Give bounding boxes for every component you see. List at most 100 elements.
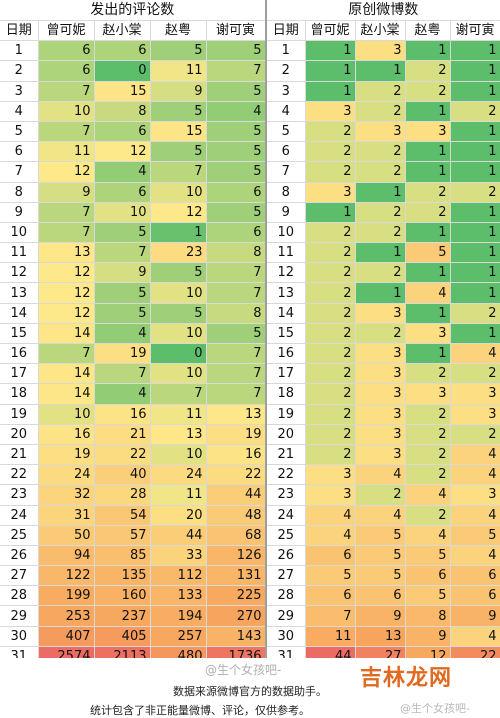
posts-value-cell: 2 xyxy=(355,101,406,122)
posts-value-cell: 2 xyxy=(355,81,406,102)
day-cell: 28 xyxy=(267,585,306,607)
comments-value-cell: 11 xyxy=(38,141,95,163)
day-cell: 16 xyxy=(0,343,39,365)
comments-value-cell: 44 xyxy=(150,525,207,546)
comments-value-cell: 13 xyxy=(150,424,207,445)
comments-value-cell: 44 xyxy=(206,484,266,506)
comments-value-cell: 7 xyxy=(150,161,207,183)
comments-value-cell: 7 xyxy=(206,363,266,385)
posts-value-cell: 4 xyxy=(305,505,356,526)
comments-value-cell: 15 xyxy=(150,121,207,143)
header-zhaoxiaotang: 赵小棠 xyxy=(94,20,151,42)
day-cell: 22 xyxy=(267,464,306,486)
comments-value-cell: 4 xyxy=(94,323,151,345)
comments-value-cell: 31 xyxy=(38,505,95,526)
table-row: 24 4 4 2 4 xyxy=(267,505,500,526)
comments-value-cell: 5 xyxy=(150,262,207,284)
posts-value-cell: 2 xyxy=(305,282,356,304)
day-cell: 25 xyxy=(0,525,39,546)
posts-value-cell: 1 xyxy=(355,282,406,304)
comments-value-cell: 5 xyxy=(206,40,266,62)
day-cell: 7 xyxy=(267,161,306,183)
comments-value-cell: 5 xyxy=(150,101,207,122)
posts-value-cell: 4 xyxy=(450,545,500,567)
day-cell: 18 xyxy=(267,383,306,405)
comments-value-cell: 5 xyxy=(94,303,151,324)
table-row: 21 2 3 2 4 xyxy=(267,444,500,466)
comments-value-cell: 5 xyxy=(150,303,207,324)
posts-value-cell: 3 xyxy=(305,484,356,506)
day-cell: 2 xyxy=(267,60,306,82)
posts-value-cell: 1 xyxy=(355,182,406,203)
posts-value-cell: 2 xyxy=(405,404,451,425)
comments-value-cell: 5 xyxy=(206,323,266,345)
posts-value-cell: 3 xyxy=(450,383,500,405)
comments-value-cell: 131 xyxy=(206,565,266,587)
table-row: 23 32 28 11 44 xyxy=(0,484,266,506)
comments-value-cell: 257 xyxy=(150,626,207,647)
posts-value-cell: 9 xyxy=(450,605,500,627)
comments-value-cell: 28 xyxy=(94,484,151,506)
posts-value-cell: 2 xyxy=(405,424,451,445)
header-date: 日期 xyxy=(0,20,39,42)
posts-value-cell: 2 xyxy=(305,363,356,385)
posts-value-cell: 4 xyxy=(405,282,451,304)
day-cell: 11 xyxy=(267,242,306,264)
comments-value-cell: 12 xyxy=(38,303,95,324)
posts-value-cell: 2 xyxy=(305,383,356,405)
posts-value-cell: 2 xyxy=(355,202,406,223)
comments-value-cell: 5 xyxy=(150,40,207,62)
day-cell: 5 xyxy=(267,121,306,143)
day-cell: 17 xyxy=(267,363,306,385)
brand-logo: 吉林龙网 xyxy=(360,666,453,691)
comments-value-cell: 5 xyxy=(206,121,266,143)
comments-value-cell: 14 xyxy=(38,363,95,385)
day-cell: 1 xyxy=(267,40,306,62)
comments-value-cell: 23 xyxy=(150,242,207,264)
posts-value-cell: 8 xyxy=(405,605,451,627)
day-cell: 22 xyxy=(0,464,39,486)
comments-value-cell: 16 xyxy=(206,444,266,466)
comments-value-cell: 7 xyxy=(206,383,266,405)
table-row: 28 6 6 5 6 xyxy=(267,585,500,607)
table-row: 25 4 5 4 5 xyxy=(267,525,500,546)
posts-value-cell: 1 xyxy=(450,242,500,264)
footer xyxy=(0,658,500,717)
posts-value-cell: 1 xyxy=(450,202,500,223)
table-row: 29 253 237 194 270 xyxy=(0,605,266,627)
posts-value-cell: 1 xyxy=(305,40,356,62)
posts-value-cell: 2 xyxy=(355,323,406,345)
posts-value-cell: 4 xyxy=(450,626,500,647)
header-zengkeni: 曾可妮 xyxy=(38,20,95,42)
day-cell: 27 xyxy=(267,565,306,587)
comments-value-cell: 94 xyxy=(38,545,95,567)
table-row: 10 2 2 1 1 xyxy=(267,222,500,244)
table-row: 2 6 0 11 7 xyxy=(0,60,266,82)
comments-value-cell: 6 xyxy=(38,40,95,62)
day-cell: 16 xyxy=(267,343,306,365)
table-row: 30 407 405 257 143 xyxy=(0,626,266,647)
comments-value-cell: 7 xyxy=(38,202,95,223)
day-cell: 12 xyxy=(267,262,306,284)
posts-value-cell: 3 xyxy=(405,121,451,143)
posts-value-cell: 4 xyxy=(450,505,500,526)
comments-value-cell: 126 xyxy=(206,545,266,567)
posts-value-cell: 2 xyxy=(305,262,356,284)
comments-value-cell: 10 xyxy=(38,404,95,425)
posts-value-cell: 2 xyxy=(405,464,451,486)
day-cell: 26 xyxy=(267,545,306,567)
posts-value-cell: 2 xyxy=(305,303,356,324)
comments-value-cell: 7 xyxy=(206,343,266,365)
comments-value-cell: 199 xyxy=(38,585,95,607)
table-row: 12 12 9 5 7 xyxy=(0,262,266,284)
posts-value-cell: 2 xyxy=(450,303,500,324)
posts-value-cell: 2 xyxy=(355,262,406,284)
posts-value-cell: 4 xyxy=(450,343,500,365)
table-row: 27 5 5 6 6 xyxy=(267,565,500,587)
posts-value-cell: 5 xyxy=(355,525,406,546)
table-row: 9 7 10 12 5 xyxy=(0,202,266,223)
posts-value-cell: 5 xyxy=(405,545,451,567)
